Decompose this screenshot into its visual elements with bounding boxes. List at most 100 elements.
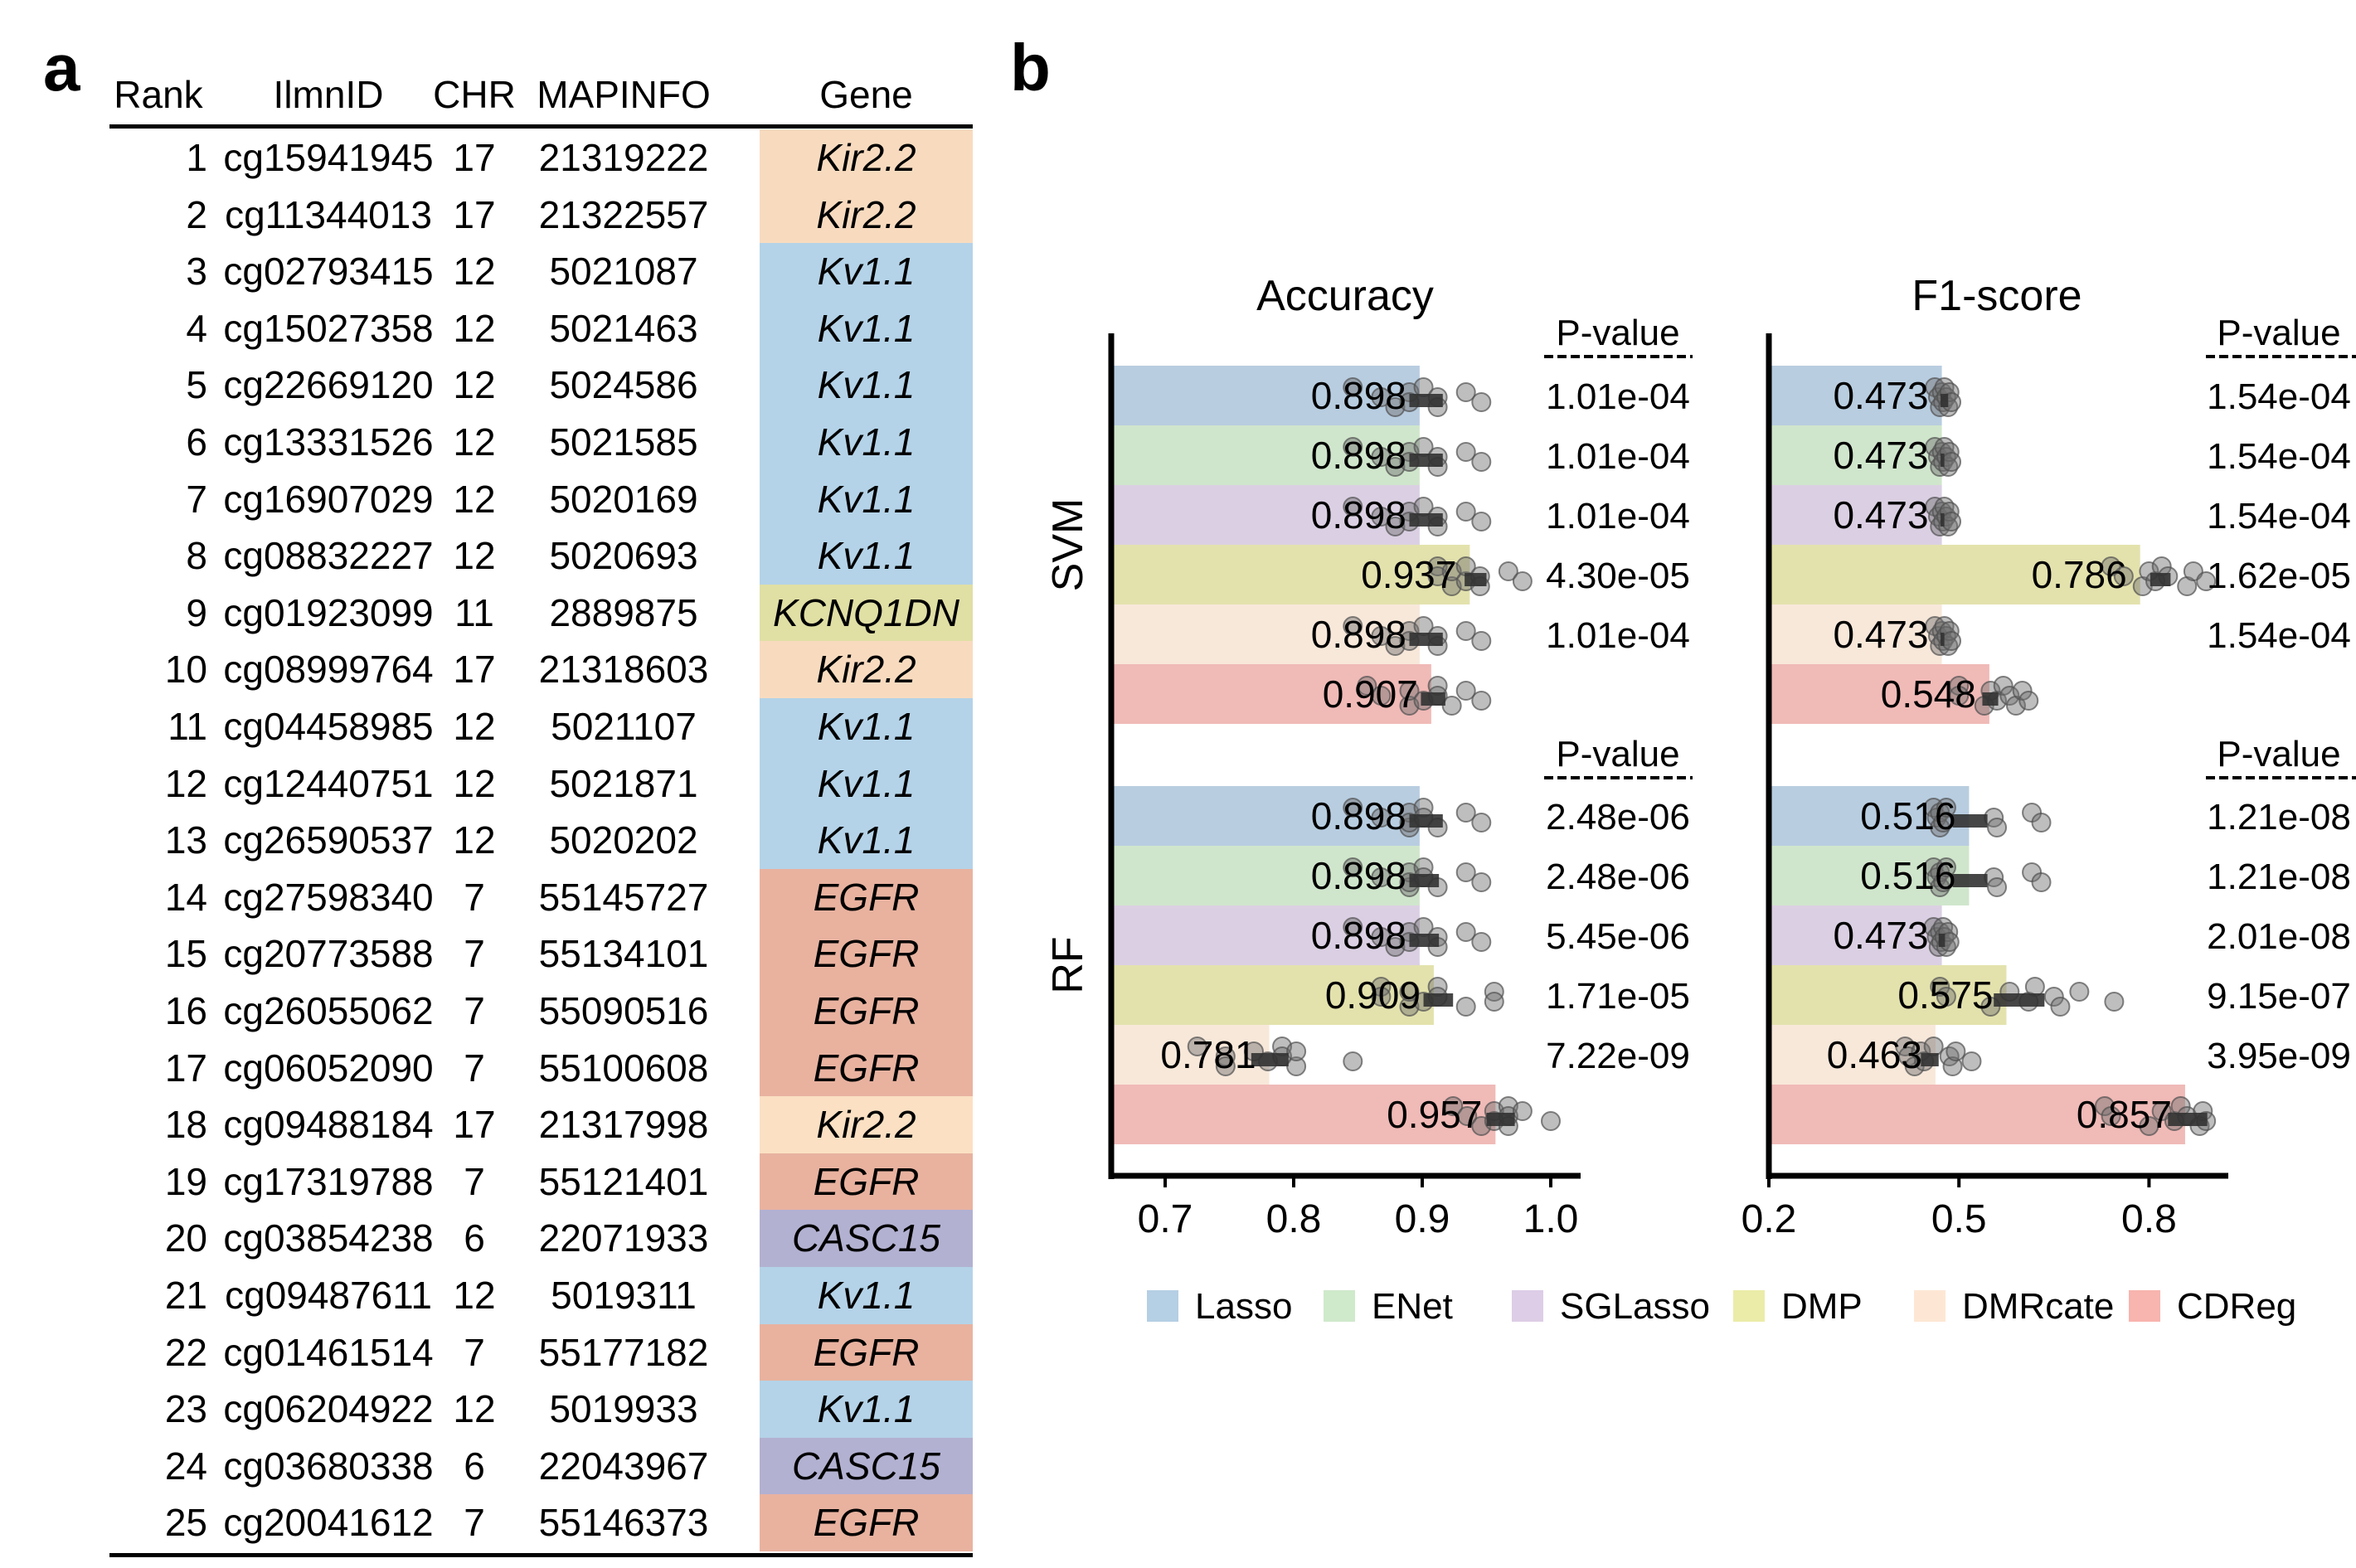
error-bar [1952, 814, 1988, 828]
chr-cell: 12 [453, 250, 496, 294]
error-bar [1921, 1053, 1939, 1066]
bar-1-enet [1114, 846, 1420, 905]
chr-cell: 7 [464, 989, 485, 1032]
data-point [1471, 872, 1492, 892]
gene-cell: Kv1.1 [760, 470, 973, 528]
data-point [1987, 877, 2008, 897]
legend-swatch-lasso [1147, 1290, 1178, 1322]
error-bar [1423, 993, 1454, 1007]
bar-value-label: 0.857 [2077, 1093, 2172, 1136]
mapinfo-cell: 5021871 [549, 761, 698, 805]
error-bar [1421, 692, 1445, 706]
pvalue-text: 1.01e-04 [1546, 496, 1690, 536]
rank-cell: 6 [186, 420, 207, 464]
ilmnid-cell: cg01923099 [223, 590, 434, 634]
gene-cell: CASC15 [760, 1437, 973, 1495]
table-row: 8 cg08832227 12 5020693 Kv1.1 [109, 527, 973, 585]
bar-value-label: 0.937 [1361, 553, 1456, 596]
table-row: 23 cg06204922 12 5019933 Kv1.1 [109, 1381, 973, 1438]
rank-cell: 8 [186, 534, 207, 578]
legend-swatch-sglasso [1512, 1290, 1543, 1322]
chr-cell: 17 [453, 1103, 496, 1147]
rank-cell: 2 [186, 192, 207, 236]
data-point [1343, 1051, 1363, 1071]
error-bar [1982, 692, 1999, 706]
data-point [2069, 982, 2090, 1002]
ilmnid-cell: cg16907029 [223, 477, 434, 521]
data-point [1455, 922, 1476, 942]
data-point [1512, 571, 1533, 591]
data-point [1455, 681, 1476, 701]
chr-cell: 6 [464, 1444, 485, 1488]
bar-value-label: 0.898 [1311, 613, 1406, 656]
mapinfo-cell: 21318603 [538, 648, 709, 692]
mapinfo-cell: 55090516 [538, 989, 709, 1032]
data-point [1343, 377, 1363, 397]
table-row: 21 cg09487611 12 5019311 Kv1.1 [109, 1267, 973, 1324]
pvalue-header: P-value [1556, 734, 1679, 774]
table-header: Rank IlmnID CHR MAPINFO Gene [109, 66, 973, 124]
gene-cell: EGFR [760, 1494, 973, 1551]
mapinfo-cell: 5020202 [549, 818, 698, 862]
gene-cell: Kv1.1 [760, 1381, 973, 1438]
table-row: 19 cg17319788 7 55121401 EGFR [109, 1153, 973, 1211]
chr-cell: 17 [453, 648, 496, 692]
table-row: 20 cg03854238 6 22071933 CASC15 [109, 1210, 973, 1267]
rank-cell: 3 [186, 250, 207, 294]
table-row: 17 cg06052090 7 55100608 EGFR [109, 1039, 973, 1097]
bar-0-dmrcate [1771, 604, 1942, 664]
error-bar [1486, 1113, 1515, 1126]
data-point [1455, 442, 1476, 462]
ilmnid-cell: cg15941945 [223, 136, 434, 179]
bar-1-cdreg [1771, 1085, 2185, 1144]
table-row: 24 cg03680338 6 22043967 CASC15 [109, 1437, 973, 1495]
data-point [1457, 1106, 1478, 1126]
mapinfo-cell: 21322557 [538, 192, 709, 236]
data-point [1343, 497, 1363, 517]
pvalue-text: 5.45e-06 [1546, 916, 1690, 957]
chr-cell: 12 [453, 761, 496, 805]
data-point [1371, 507, 1392, 527]
bar-value-label: 0.516 [1860, 794, 1955, 837]
rank-cell: 10 [164, 648, 207, 692]
gene-cell: KCNQ1DN [760, 584, 973, 642]
data-point [1371, 927, 1392, 947]
data-point [2196, 571, 2217, 591]
gene-cell: EGFR [760, 1039, 973, 1097]
data-point [1471, 512, 1492, 532]
rank-cell: 24 [164, 1444, 207, 1488]
pvalue-text: 3.95e-09 [2207, 1036, 2351, 1076]
gene-cell: Kv1.1 [760, 299, 973, 357]
chr-cell: 12 [453, 534, 496, 578]
data-point [1936, 987, 1956, 1007]
rank-cell: 7 [186, 477, 207, 521]
data-point [1371, 387, 1392, 407]
data-point [1987, 818, 2008, 837]
ilmnid-cell: cg20041612 [223, 1501, 434, 1545]
data-point [1923, 1036, 1944, 1056]
data-point [1441, 696, 1462, 716]
pvalue-text: 2.01e-08 [2207, 916, 2351, 957]
table-row: 11 cg04458985 12 5021107 Kv1.1 [109, 698, 973, 755]
table-row: 7 cg16907029 12 5020169 Kv1.1 [109, 470, 973, 528]
bar-0-dmp [1114, 545, 1470, 604]
mapinfo-cell: 5024586 [549, 363, 698, 407]
pvalue-text: 1.21e-08 [2207, 797, 2351, 837]
chr-cell: 7 [464, 932, 485, 976]
bar-value-label: 0.957 [1387, 1093, 1482, 1136]
pvalue-text: 1.62e-05 [2207, 556, 2351, 596]
error-bar [1409, 454, 1443, 467]
data-point [1498, 561, 1518, 581]
gene-cell: Kv1.1 [760, 755, 973, 813]
data-point [1455, 803, 1476, 823]
chr-cell: 11 [454, 590, 494, 634]
header-rank: Rank [114, 73, 203, 116]
header-ilmnid: IlmnID [273, 73, 384, 116]
bar-0-enet [1771, 425, 1942, 485]
rank-cell: 13 [164, 818, 207, 862]
bar-value-label: 0.898 [1311, 914, 1406, 957]
panel-title-f1-score: F1-score [1912, 272, 2082, 320]
data-point [1343, 616, 1363, 636]
pvalue-text: 4.30e-05 [1546, 556, 1690, 596]
